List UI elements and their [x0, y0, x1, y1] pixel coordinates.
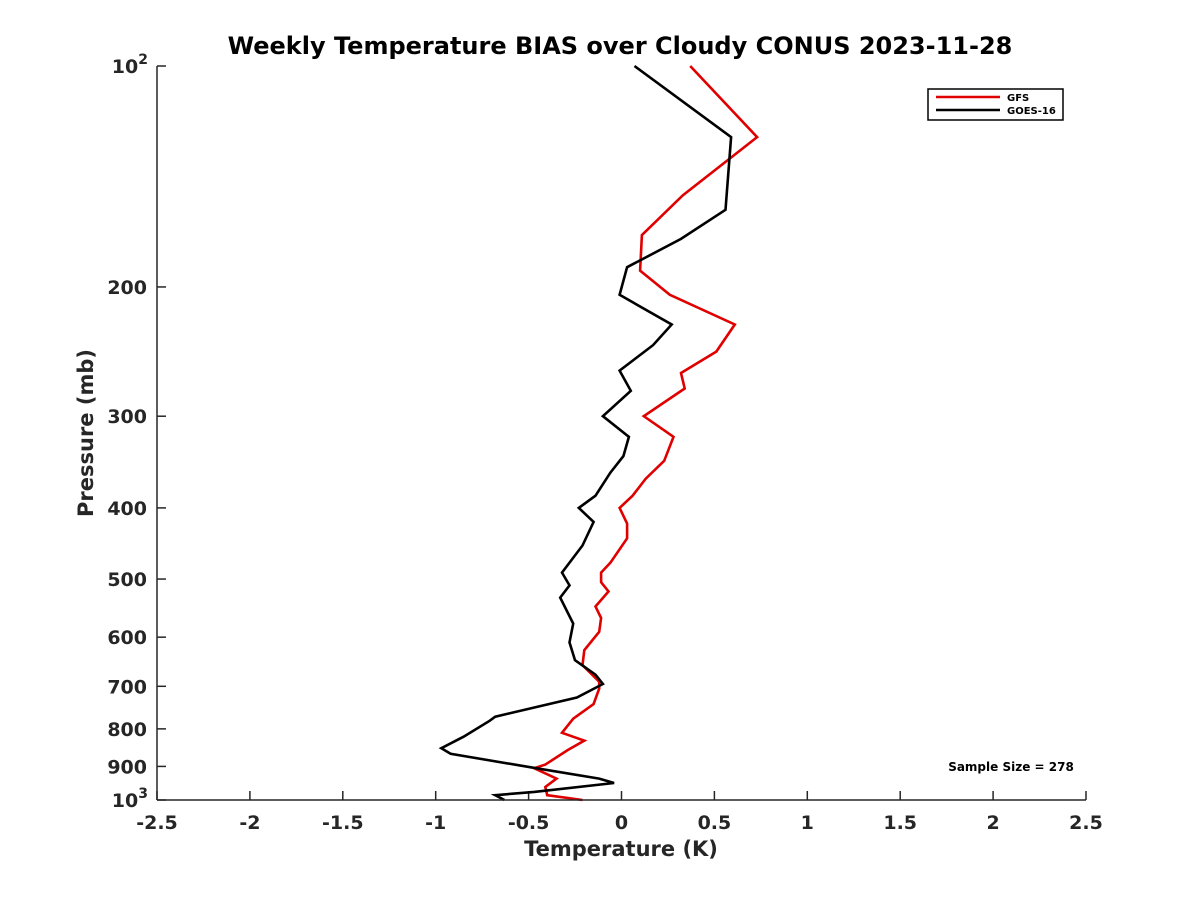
x-tick-label: 2.5 — [1069, 812, 1103, 834]
legend-label-goes16: GOES-16 — [1007, 106, 1056, 117]
x-tick-label: -1 — [425, 812, 446, 834]
x-tick-label: -2.5 — [136, 812, 178, 834]
sample-size-note: Sample Size = 278 — [948, 760, 1074, 774]
series-line-goes16 — [438, 64, 733, 802]
x-tick-label: 0.5 — [698, 812, 732, 834]
x-tick-label: 2 — [986, 812, 999, 834]
y-axis-label: Pressure (mb) — [74, 349, 98, 517]
x-axis-ticks: -2.5 -2 -1.5 -1 -0.5 0 0.5 1 1.5 2 2.5 — [136, 791, 1103, 834]
chart-title: Weekly Temperature BIAS over Cloudy CONU… — [228, 32, 1013, 60]
series-line-gfs — [530, 65, 760, 802]
x-tick-label: 1 — [801, 812, 814, 834]
y-tick-label: 500 — [107, 569, 147, 591]
legend-label-gfs: GFS — [1007, 93, 1029, 104]
x-tick-label: 0 — [615, 812, 628, 834]
y-tick-label: 400 — [107, 498, 147, 520]
legend-box — [927, 88, 1064, 121]
y-tick-label: 700 — [107, 676, 147, 698]
y-tick-label: 103 — [112, 786, 148, 812]
x-tick-label: -0.5 — [508, 812, 550, 834]
x-tick-label: -2 — [239, 812, 260, 834]
y-tick-label: 300 — [107, 406, 147, 428]
y-tick-label: 102 — [112, 52, 148, 78]
y-axis-ticks: 102 200 300 400 500 600 700 800 900 103 — [107, 52, 166, 812]
y-tick-label: 800 — [107, 719, 147, 741]
y-tick-label: 600 — [107, 627, 147, 649]
x-tick-label: 1.5 — [883, 812, 917, 834]
series-lines — [438, 64, 760, 802]
x-axis-label: Temperature (K) — [524, 837, 718, 861]
y-tick-label: 200 — [107, 277, 147, 299]
x-tick-label: -1.5 — [322, 812, 364, 834]
legend: GFS GOES-16 — [927, 88, 1064, 121]
y-tick-label: 900 — [107, 756, 147, 778]
